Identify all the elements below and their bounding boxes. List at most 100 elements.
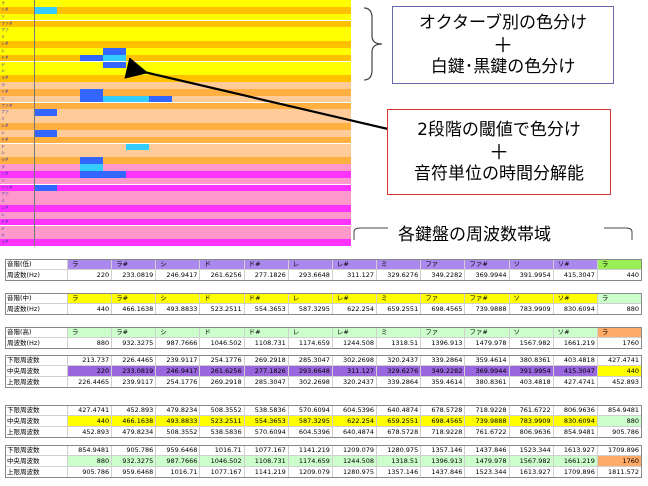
table-cell: 359.4614 [465,355,510,366]
table-cell: ソ [509,327,554,338]
table-group [5,445,642,478]
roll-row-label: レ [1,129,5,135]
roll-row [0,191,351,199]
table-cell: レ [288,327,333,338]
table-cell: ド# [244,259,289,270]
table-row: 下限周波数 213.737 226.4465 239.9117 254.1776 269.… [5,355,642,366]
table-row: 周波数(Hz) 220 233.0819 246.9417 261.6256 277.18… [5,270,642,281]
table-cell: ミ [377,293,422,304]
table-cell: 554.3653 [244,416,289,427]
table-cell: 880 [67,456,113,467]
table-cell: ファ [421,327,466,338]
callout-color-octave: オクターブ別の色分け ＋ 白鍵･黒鍵の色分け [392,6,614,84]
table-cell: ラ# [112,293,157,304]
table-cell: 1141.219 [288,445,333,456]
roll-row-label: ソ# [1,170,9,176]
row-header: 音階(低) [5,259,68,270]
table-cell: ド [200,293,245,304]
roll-row-label: ド# [1,136,9,142]
table-cell: ラ [67,293,113,304]
roll-note [80,164,103,171]
roll-row [0,205,351,212]
table-cell: レ [288,259,333,270]
table-cell: 1613.927 [553,445,598,456]
roll-row [0,225,351,233]
roll-row [0,177,351,185]
table-group [5,293,642,315]
table-cell: 1280.975 [377,445,422,456]
roll-row-label: ミ [1,116,5,122]
roll-row [0,95,351,103]
roll-row-label: シ [1,150,5,156]
frequency-tables: 音階(低) ララ# シドド# レレ# ミファ ファ# ソソ# ラ周波数(Hz) 220 233.0… [5,245,642,483]
table-cell: 508.3552 [200,405,245,416]
roll-note [34,184,57,192]
roll-label-divider [34,0,35,246]
roll-row [0,68,351,76]
table-cell: 739.9888 [465,416,510,427]
roll-row-label: レ# [1,205,9,210]
roll-row [0,61,351,69]
callout2-line1: 2段階の閾値で色分け [417,120,581,140]
table-cell: 440 [67,416,113,427]
roll-row [0,82,351,89]
title-frame [353,227,633,240]
roll-row-label: レ [1,47,5,53]
table-cell: 718.9228 [465,405,510,416]
roll-note [103,47,126,55]
table-cell: 369.9944 [465,366,510,377]
table-cell: 302.2698 [332,355,378,366]
roll-row-label: ファ# [1,102,13,108]
table-group [5,405,642,438]
roll-row [0,20,351,28]
callout1-line2: 白鍵･黒鍵の色分け [430,57,576,77]
table-cell: レ# [332,259,378,270]
table-cell: 587.3295 [288,416,333,427]
table-cell: 1396.913 [421,456,466,467]
roll-note [80,88,103,96]
table-cell: ソ [509,259,554,270]
roll-row [0,129,351,137]
roll-row [0,211,351,219]
roll-row [0,143,351,151]
table-row: 中央周波数 220 233.0819 246.9417 261.6256 277.1826… [5,366,642,377]
table-cell: ファ [421,259,466,270]
table-cell: 640.4874 [377,405,422,416]
table-cell: 403.4818 [553,355,598,366]
table-cell: 1077.167 [244,445,289,456]
table-cell: 1357.146 [421,445,466,456]
table-cell: 830.6094 [553,416,598,427]
roll-row-label: ラ# [1,75,9,81]
roll-row [0,218,351,226]
table-cell: 380.8361 [509,355,554,366]
table-cell: レ [288,293,333,304]
table-cell: 493.8833 [156,416,201,427]
roll-row-label: ソ# [1,88,9,94]
table-cell: 427.4741 [67,405,113,416]
roll-row-label: ラ [1,0,5,5]
table-cell: 261.6256 [200,366,245,377]
table-cell: 905.786 [112,445,157,456]
table-cell: 1479.978 [465,456,510,467]
roll-row [0,164,351,171]
table-cell: 320.2437 [377,355,422,366]
table-cell: 254.1776 [200,355,245,366]
roll-row-label: ラ# [1,239,9,245]
roll-row [0,232,351,240]
table-cell: 806.9636 [553,405,598,416]
roll-row [0,198,351,205]
table-cell: ド [200,327,245,338]
frequency-band-title: 各鍵盤の周波数帯域 [394,220,555,245]
roll-row [0,0,351,7]
table-cell: 932.3275 [112,456,157,467]
roll-row-label: ソ [1,13,5,19]
table-cell: 311.127 [332,366,378,377]
roll-note [80,54,103,62]
row-header: 下限周波数 [5,445,68,456]
roll-row-label: レ# [1,123,9,128]
roll-row [0,150,351,158]
table-group [5,327,642,349]
roll-note [80,157,103,164]
roll-row-label: ファ# [1,20,13,26]
roll-row [0,109,351,117]
